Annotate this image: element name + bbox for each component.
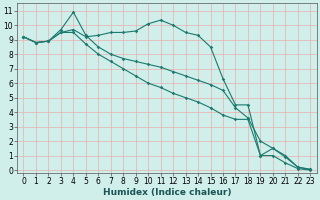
X-axis label: Humidex (Indice chaleur): Humidex (Indice chaleur) (103, 188, 231, 197)
